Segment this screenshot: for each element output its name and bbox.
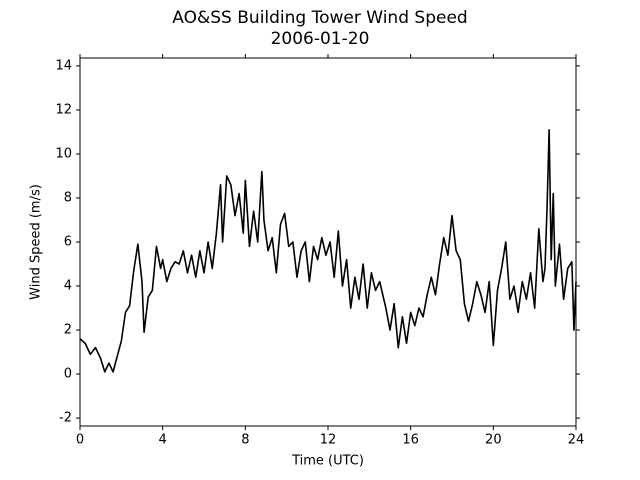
y-tick-label: 4 — [64, 279, 72, 294]
x-tick-label: 12 — [320, 433, 337, 448]
wind-line — [79, 128, 577, 373]
x-tick-label: 0 — [76, 433, 84, 448]
x-tick-label: 24 — [568, 433, 585, 448]
y-tick-label: 14 — [55, 58, 72, 73]
x-tick-label: 16 — [402, 433, 419, 448]
x-tick-label: 8 — [241, 433, 249, 448]
plot-frame — [79, 57, 577, 427]
y-tick-label: 0 — [64, 367, 72, 382]
y-tick-label: 10 — [55, 146, 72, 161]
chart-title: AO&SS Building Tower Wind Speed — [172, 8, 467, 28]
x-tick-label: 4 — [159, 433, 167, 448]
y-tick-label: 8 — [64, 190, 72, 205]
y-tick-label: -2 — [59, 411, 72, 426]
x-axis-label: Time (UTC) — [291, 454, 364, 469]
y-tick-label: 12 — [55, 102, 72, 117]
y-tick-label: 2 — [64, 323, 72, 338]
x-tick-label: 20 — [485, 433, 502, 448]
y-axis-label: Wind Speed (m/s) — [29, 184, 44, 300]
chart-subtitle: 2006-01-20 — [271, 29, 370, 49]
y-tick-label: 6 — [64, 235, 72, 250]
